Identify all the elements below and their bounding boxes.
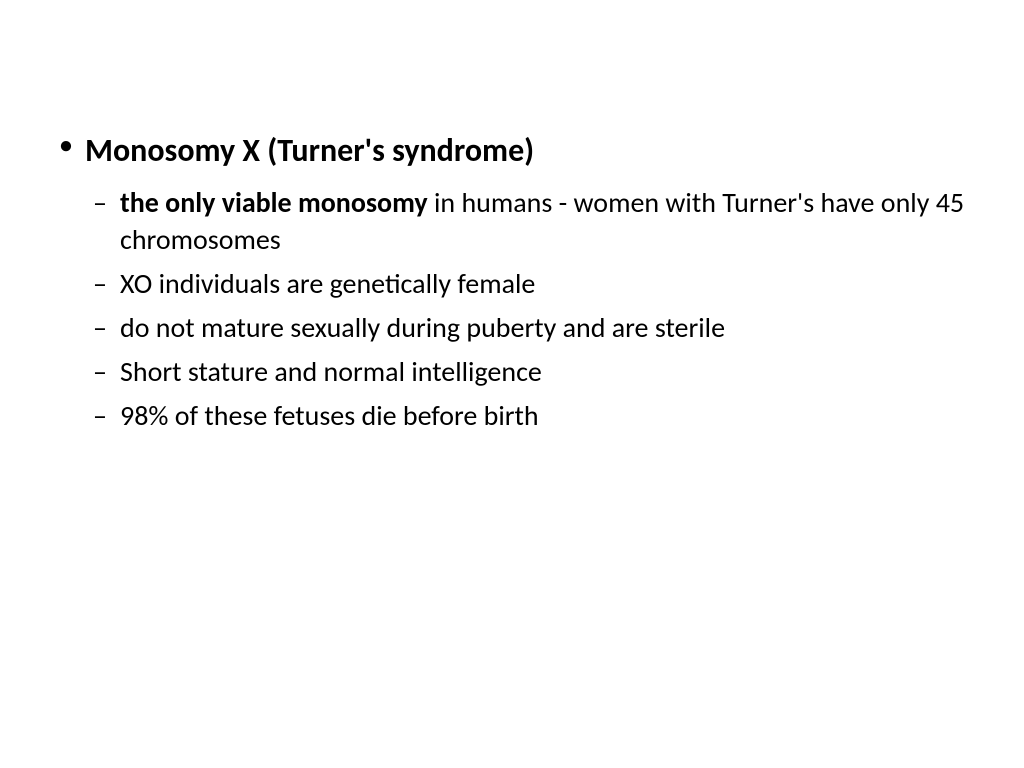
sub-bullet-item: Short stature and normal intelligence (85, 353, 969, 391)
sub-item-bold-text: the only viable monosomy (120, 185, 428, 220)
main-heading-text: Monosomy X (Turner's syndrome) (85, 131, 534, 170)
sub-bullet-list: the only viable monosomy in humans - wom… (85, 184, 969, 435)
main-bullet-item: Monosomy X (Turner's syndrome) the only … (55, 130, 969, 434)
sub-item-normal-text: XO individuals are genetically female (120, 266, 535, 301)
sub-item-normal-text: Short stature and normal intelligence (120, 354, 542, 389)
sub-bullet-item: XO individuals are genetically female (85, 265, 969, 303)
main-bullet-list: Monosomy X (Turner's syndrome) the only … (55, 130, 969, 434)
sub-bullet-item: the only viable monosomy in humans - wom… (85, 184, 969, 260)
sub-bullet-item: 98% of these fetuses die before birth (85, 397, 969, 435)
sub-item-normal-text: 98% of these fetuses die before birth (120, 398, 539, 433)
sub-bullet-item: do not mature sexually during puberty an… (85, 309, 969, 347)
sub-item-normal-text: do not mature sexually during puberty an… (120, 310, 725, 345)
